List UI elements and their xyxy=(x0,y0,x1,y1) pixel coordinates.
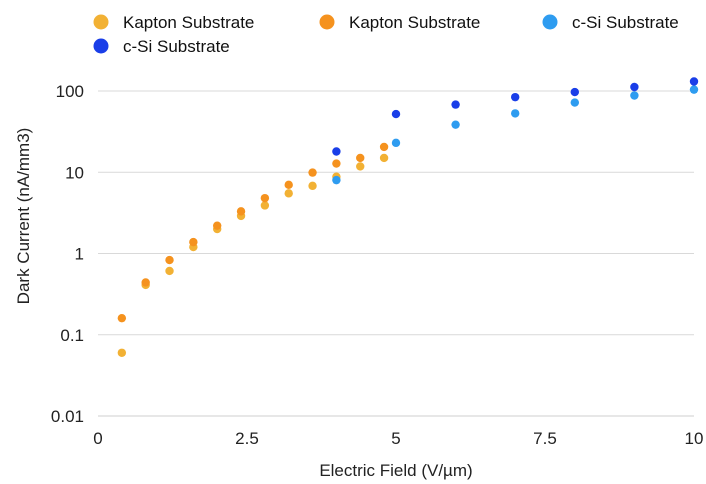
data-point-series-3 xyxy=(451,120,460,129)
data-point-series-1 xyxy=(308,181,317,191)
data-point-series-3 xyxy=(511,109,520,118)
data-point-series-3 xyxy=(391,138,401,148)
data-point-series-3 xyxy=(332,175,341,185)
x-tick-label: 5 xyxy=(391,429,400,448)
data-point-series-4 xyxy=(391,109,401,119)
data-point-series-2 xyxy=(379,142,389,152)
y-tick-label: 0.1 xyxy=(60,326,84,345)
data-point-series-3 xyxy=(630,91,639,100)
y-tick-label: 10 xyxy=(65,163,84,182)
data-point-series-2 xyxy=(356,153,365,163)
x-axis-title: Electric Field (V/µm) xyxy=(319,461,472,480)
data-point-series-2 xyxy=(141,278,150,287)
data-point-series-4 xyxy=(570,87,579,97)
x-tick-label: 2.5 xyxy=(235,429,259,448)
data-point-series-1 xyxy=(165,266,174,276)
x-tick-label: 0 xyxy=(93,429,102,448)
x-axis-ticks: 0 2.5 5 7.5 10 xyxy=(93,429,703,448)
data-point-series-1 xyxy=(117,348,127,357)
legend: Kapton Substrate Kapton Substrate c-Si Sub… xyxy=(93,13,679,56)
data-point-series-2 xyxy=(213,221,222,230)
data-point-series-1 xyxy=(379,153,389,163)
data-point-series-4 xyxy=(511,92,520,102)
data-point-series-2 xyxy=(165,255,174,265)
y-tick-label: 100 xyxy=(56,82,84,101)
data-point-series-3 xyxy=(570,98,579,107)
data-point-series-1 xyxy=(260,201,270,210)
data-point-series-4 xyxy=(451,100,460,109)
data-point-series-1 xyxy=(284,189,293,198)
legend-marker xyxy=(93,38,109,54)
data-point-series-4 xyxy=(689,77,699,86)
y-tick-label: 0.01 xyxy=(51,407,84,426)
data-point-series-2 xyxy=(189,237,198,247)
data-point-series-2 xyxy=(117,313,127,323)
data-point-series-4 xyxy=(630,82,639,92)
data-point-series-1 xyxy=(356,162,365,171)
x-tick-label: 10 xyxy=(685,429,704,448)
y-axis-ticks: 0.01 0.1 1 10 100 xyxy=(51,82,84,426)
data-point-series-3 xyxy=(689,85,699,94)
data-point-series-2 xyxy=(308,168,317,177)
legend-marker xyxy=(542,14,558,30)
y-tick-label: 1 xyxy=(75,245,84,264)
legend-marker xyxy=(93,14,109,30)
data-point-series-2 xyxy=(236,207,246,216)
x-tick-label: 7.5 xyxy=(533,429,557,448)
data-point-series-4 xyxy=(332,147,341,156)
data-point-series-2 xyxy=(284,180,293,190)
gridlines xyxy=(98,90,694,336)
data-point-series-2 xyxy=(260,193,270,203)
legend-label: Kapton Substrate xyxy=(349,13,480,32)
data-points xyxy=(117,77,699,357)
data-point-series-2 xyxy=(332,159,341,168)
legend-label: c-Si Substrate xyxy=(572,13,679,32)
legend-label: c-Si Substrate xyxy=(123,37,230,56)
y-axis-title: Dark Current (nA/mm3) xyxy=(14,128,33,305)
legend-label: Kapton Substrate xyxy=(123,13,254,32)
legend-marker xyxy=(319,14,335,30)
